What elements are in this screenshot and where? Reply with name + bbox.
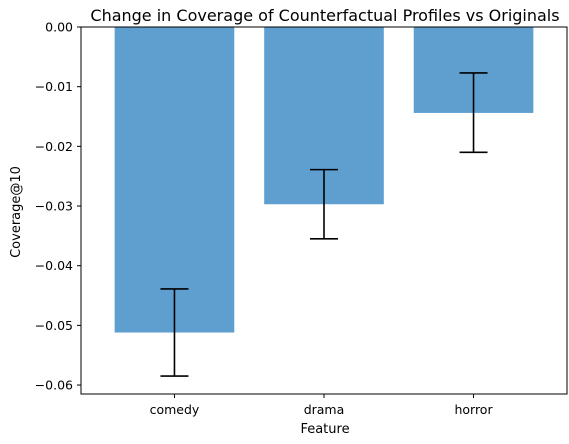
y-tick-label: −0.02	[35, 139, 73, 154]
error-bars-group	[160, 72, 488, 377]
plot-frame	[80, 26, 568, 395]
y-tick-label: −0.04	[35, 258, 73, 273]
x-axis-title: Feature	[300, 422, 349, 437]
y-axis-title: Coverage@10	[9, 166, 24, 258]
axes-group: comedy drama horror 0.00 −0.01 −0.02 −0.03 −0.0…	[35, 20, 568, 417]
bar-comedy	[114, 27, 235, 333]
x-tick-label-horror: horror	[454, 402, 493, 417]
chart-title: Change in Coverage of Counterfactual Pro…	[90, 6, 559, 25]
y-tick-label: −0.06	[35, 378, 73, 393]
x-tick-label-comedy: comedy	[150, 402, 200, 417]
x-tick-label-drama: drama	[304, 402, 345, 417]
y-tick-label: −0.01	[35, 79, 73, 94]
y-tick-label: −0.03	[35, 199, 73, 214]
y-tick-label: −0.05	[35, 318, 73, 333]
y-tick-label: 0.00	[45, 20, 73, 35]
bars-group	[114, 27, 534, 333]
